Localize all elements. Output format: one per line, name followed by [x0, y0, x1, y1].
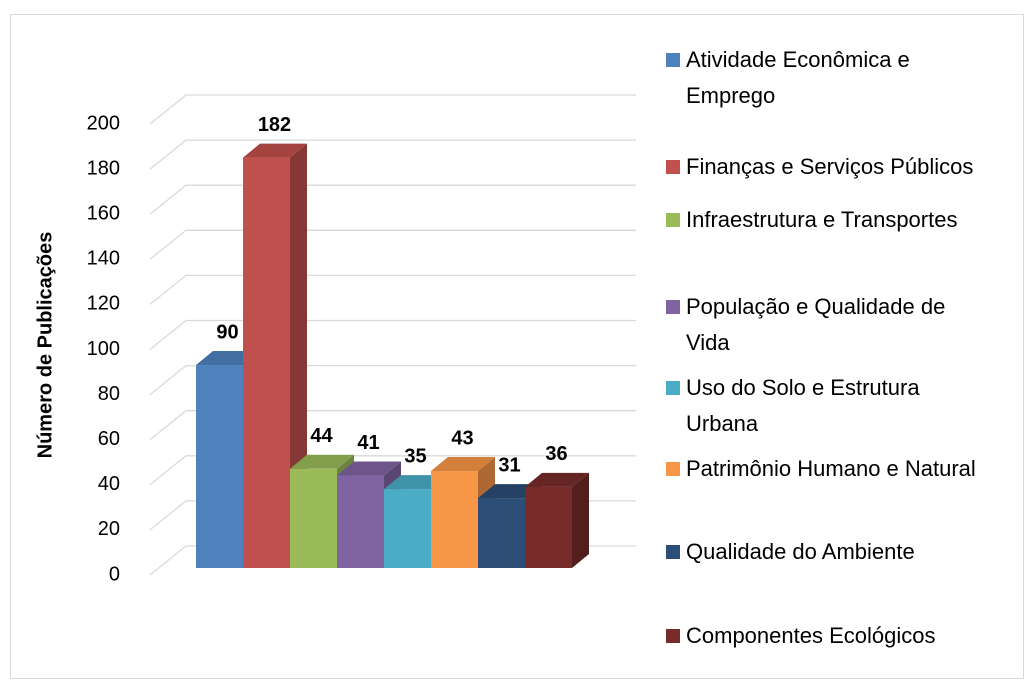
y-tick-label: 140 [87, 248, 120, 270]
bar-top [290, 454, 354, 469]
y-axis-label: Número de Publicações [34, 232, 56, 459]
y-tick-label: 60 [98, 428, 120, 450]
legend-item: População e Qualidade de Vida [666, 289, 1026, 361]
legend-item: Finanças e Serviços Públicos [666, 149, 1026, 185]
grid-line [149, 184, 636, 215]
legend-swatch [666, 300, 680, 314]
grid-line [149, 139, 636, 170]
bar [525, 486, 572, 568]
data-label: 43 [451, 427, 473, 449]
legend-item: Atividade Econômica e Emprego [666, 42, 1026, 114]
bar [290, 468, 337, 568]
legend-label: Infraestrutura e Transportes [686, 207, 958, 232]
legend-swatch [666, 545, 680, 559]
legend-swatch [666, 462, 680, 476]
grid-line [149, 229, 636, 260]
bar [478, 498, 525, 568]
bar [384, 489, 431, 568]
legend-item: Uso do Solo e Estrutura Urbana [666, 370, 1026, 442]
y-tick-label: 40 [98, 473, 120, 495]
bar [337, 475, 384, 568]
bar-top [337, 461, 401, 476]
grid-line [149, 319, 636, 351]
grid-line [149, 410, 636, 441]
data-label: 35 [404, 445, 426, 467]
bar-top [431, 457, 495, 472]
data-label: 90 [216, 321, 238, 343]
y-tick-label: 20 [98, 518, 120, 540]
bar [431, 471, 478, 568]
legend-swatch [666, 213, 680, 227]
data-label: 31 [498, 454, 520, 476]
legend-label: Patrimônio Humano e Natural [686, 456, 976, 481]
data-label: 36 [545, 443, 567, 465]
y-tick-label: 120 [87, 293, 120, 315]
data-label: 41 [357, 432, 379, 454]
legend-label: População e Qualidade de Vida [686, 294, 946, 355]
legend-label: Finanças e Serviços Públicos [686, 154, 974, 179]
y-tick-label: 160 [87, 202, 120, 224]
data-label: 44 [310, 425, 333, 447]
bar [243, 157, 290, 568]
legend-label: Qualidade do Ambiente [686, 539, 915, 564]
grid-line [149, 274, 636, 305]
bar-top [525, 472, 589, 487]
bar-side [572, 472, 589, 568]
legend-label: Componentes Ecológicos [686, 623, 936, 648]
y-tick-label: 0 [109, 563, 120, 585]
legend-label: Uso do Solo e Estrutura Urbana [686, 375, 920, 436]
legend-item: Infraestrutura e Transportes [666, 202, 1026, 238]
legend-label: Atividade Econômica e Emprego [686, 47, 910, 108]
y-tick-label: 100 [87, 338, 120, 360]
bar [196, 365, 243, 568]
legend-swatch [666, 381, 680, 395]
data-label: 182 [258, 114, 291, 136]
y-tick-label: 80 [98, 383, 120, 405]
grid-line [149, 364, 636, 396]
legend-swatch [666, 629, 680, 643]
legend-swatch [666, 53, 680, 67]
y-tick-label: 200 [87, 112, 120, 134]
y-tick-label: 180 [87, 157, 120, 179]
grid-line [149, 455, 636, 486]
bar-top [243, 143, 307, 158]
grid-line [149, 94, 636, 125]
legend-item: Qualidade do Ambiente [666, 534, 1026, 570]
legend-swatch [666, 160, 680, 174]
legend-item: Componentes Ecológicos [666, 618, 1026, 654]
legend-item: Patrimônio Humano e Natural [666, 451, 1026, 487]
